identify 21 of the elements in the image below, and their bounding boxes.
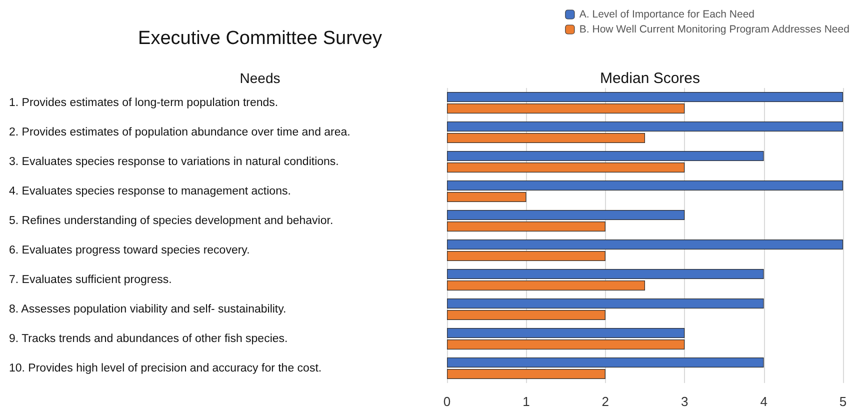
y-tick-label: 2. Provides estimates of population abundance over time and area. xyxy=(9,126,350,138)
y-tick-label: 10. Provides high level of precision and accuracy for the cost. xyxy=(9,362,322,374)
x-tick-label: 2 xyxy=(602,394,610,409)
y-tick-label: 5. Refines understanding of species development and behavior. xyxy=(9,214,334,227)
chart-subtitle: Median Scores xyxy=(600,70,700,87)
x-tick-label: 3 xyxy=(680,394,688,409)
y-axis-title: Needs xyxy=(240,70,280,86)
text: Executive Committee Survey xyxy=(138,28,382,49)
y-tick-label: 8. Assesses population viability and self- sustainability. xyxy=(9,303,286,316)
x-tick-label: 0 xyxy=(443,394,451,409)
y-tick-label: 1. Provides estimates of long-term population trends. xyxy=(9,96,278,109)
x-tick-label: 1 xyxy=(522,394,530,409)
y-tick-label: 7. Evaluates sufficient progress. xyxy=(9,274,172,286)
y-tick-label: 9. Tracks trends and abundances of other fish species. xyxy=(9,332,288,345)
legend-label: A. Level of Importance for Each Need xyxy=(579,8,755,20)
y-tick-label: 4. Evaluates species response to management actions. xyxy=(9,185,291,198)
x-tick-label: 4 xyxy=(760,394,768,409)
y-tick-label: 6. Evaluates progress toward species recovery. xyxy=(9,244,250,256)
y-tick-label: 3. Evaluates species response to variations in natural conditions. xyxy=(9,156,339,168)
legend-label: B. How Well Current Monitoring Program Addresses Need xyxy=(579,24,850,36)
x-tick-label: 5 xyxy=(839,394,847,409)
